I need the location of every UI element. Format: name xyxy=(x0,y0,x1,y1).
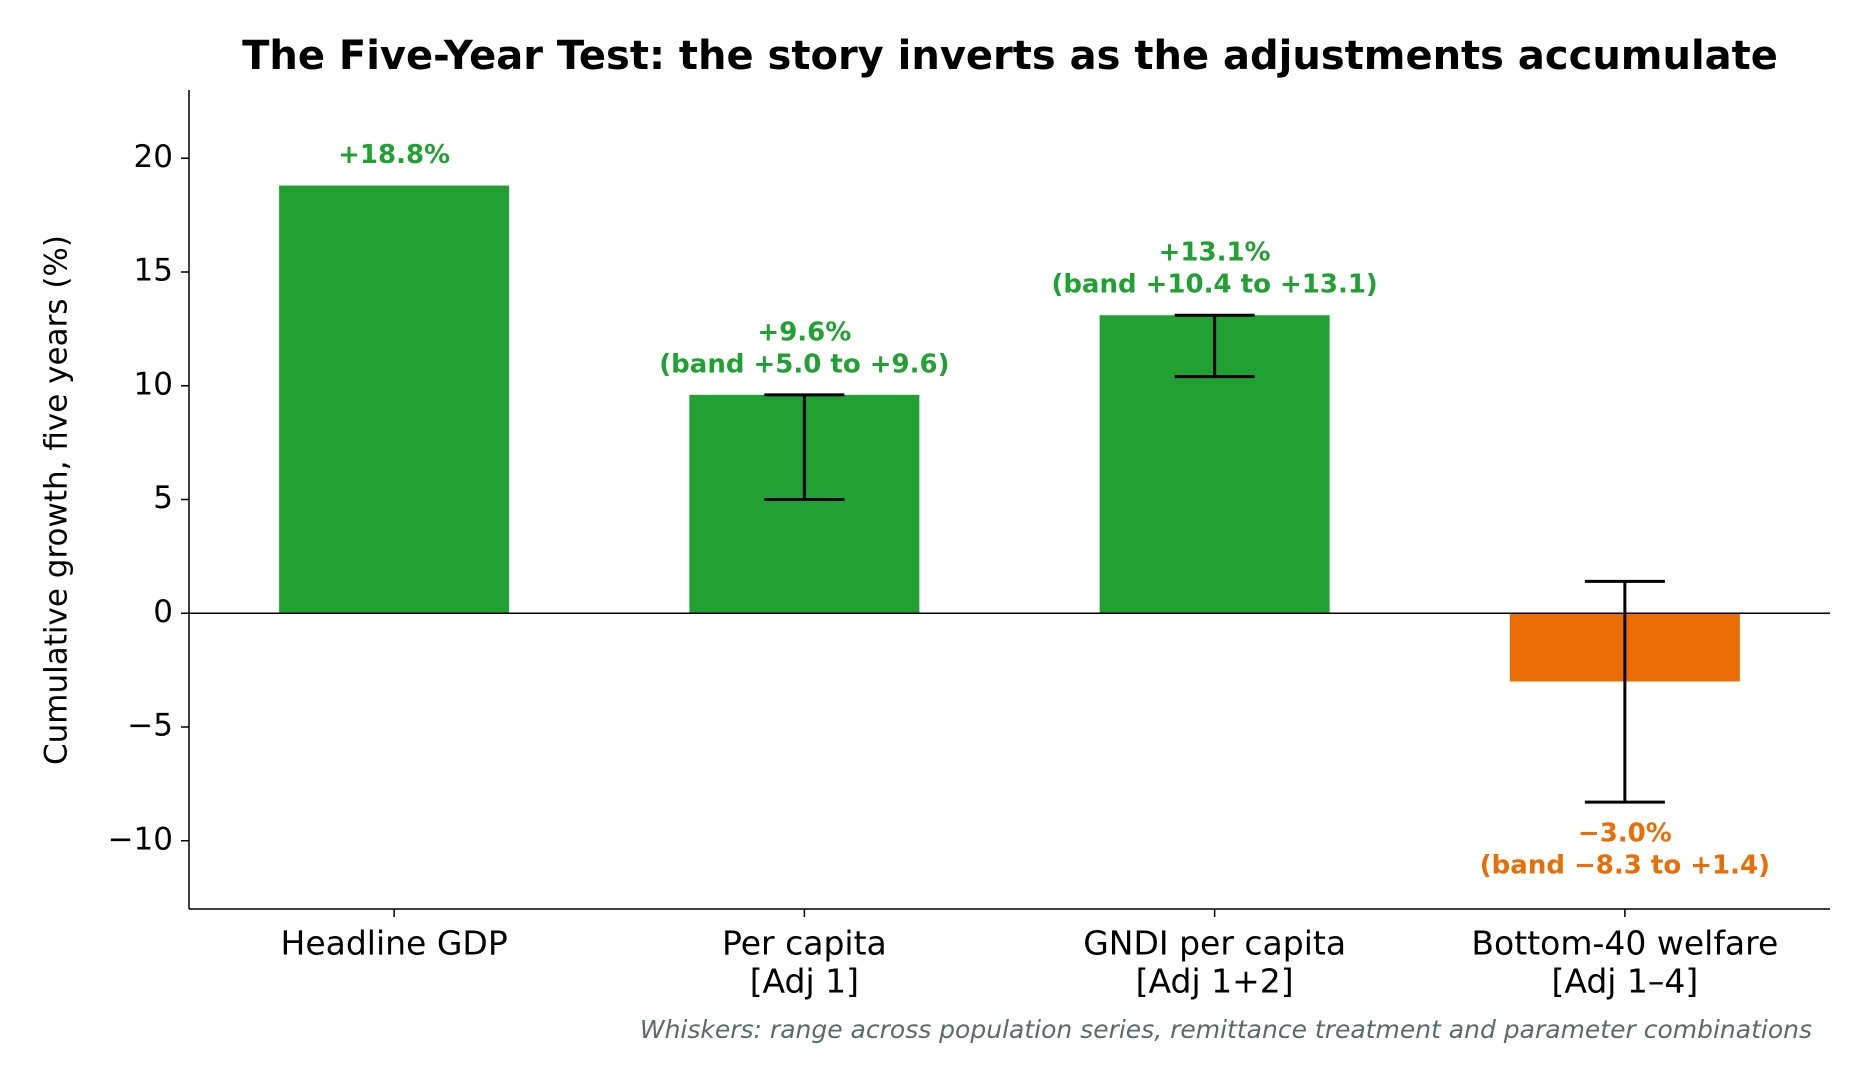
y-tick-label: −10 xyxy=(108,821,173,857)
y-tick-label: 0 xyxy=(153,594,173,630)
value-label: +9.6% xyxy=(757,317,851,347)
band-label: (band +10.4 to +13.1) xyxy=(1051,270,1377,300)
x-tick-label: GNDI per capita xyxy=(1083,924,1346,963)
value-label: +13.1% xyxy=(1159,238,1271,268)
x-tick-label: Headline GDP xyxy=(281,924,508,963)
band-label: (band +5.0 to +9.6) xyxy=(659,349,949,379)
y-tick-label: 10 xyxy=(134,366,173,402)
error-bar xyxy=(1174,313,1255,379)
y-tick-label: −5 xyxy=(127,708,173,744)
error-bar xyxy=(1584,579,1665,804)
x-tick-label: [Adj 1–4] xyxy=(1551,962,1698,1001)
chart-title: The Five-Year Test: the story inverts as… xyxy=(242,33,1778,79)
x-tick-label: Bottom-40 welfare xyxy=(1471,924,1778,963)
value-label: +18.8% xyxy=(338,140,450,170)
band-label: (band −8.3 to +1.4) xyxy=(1480,851,1770,881)
bar xyxy=(279,185,510,614)
y-tick-label: 20 xyxy=(134,139,173,175)
y-tick-label: 5 xyxy=(153,480,173,516)
x-tick-label: Per capita xyxy=(722,924,887,963)
y-tick-label: 15 xyxy=(134,253,173,289)
x-tick-label: [Adj 1+2] xyxy=(1136,962,1294,1001)
error-bar xyxy=(764,393,845,501)
y-axis-label: Cumulative growth, five years (%) xyxy=(39,235,75,765)
footnote: Whiskers: range across population series… xyxy=(640,1015,1812,1044)
value-label: −3.0% xyxy=(1578,819,1672,849)
x-tick-label: [Adj 1] xyxy=(750,962,859,1001)
